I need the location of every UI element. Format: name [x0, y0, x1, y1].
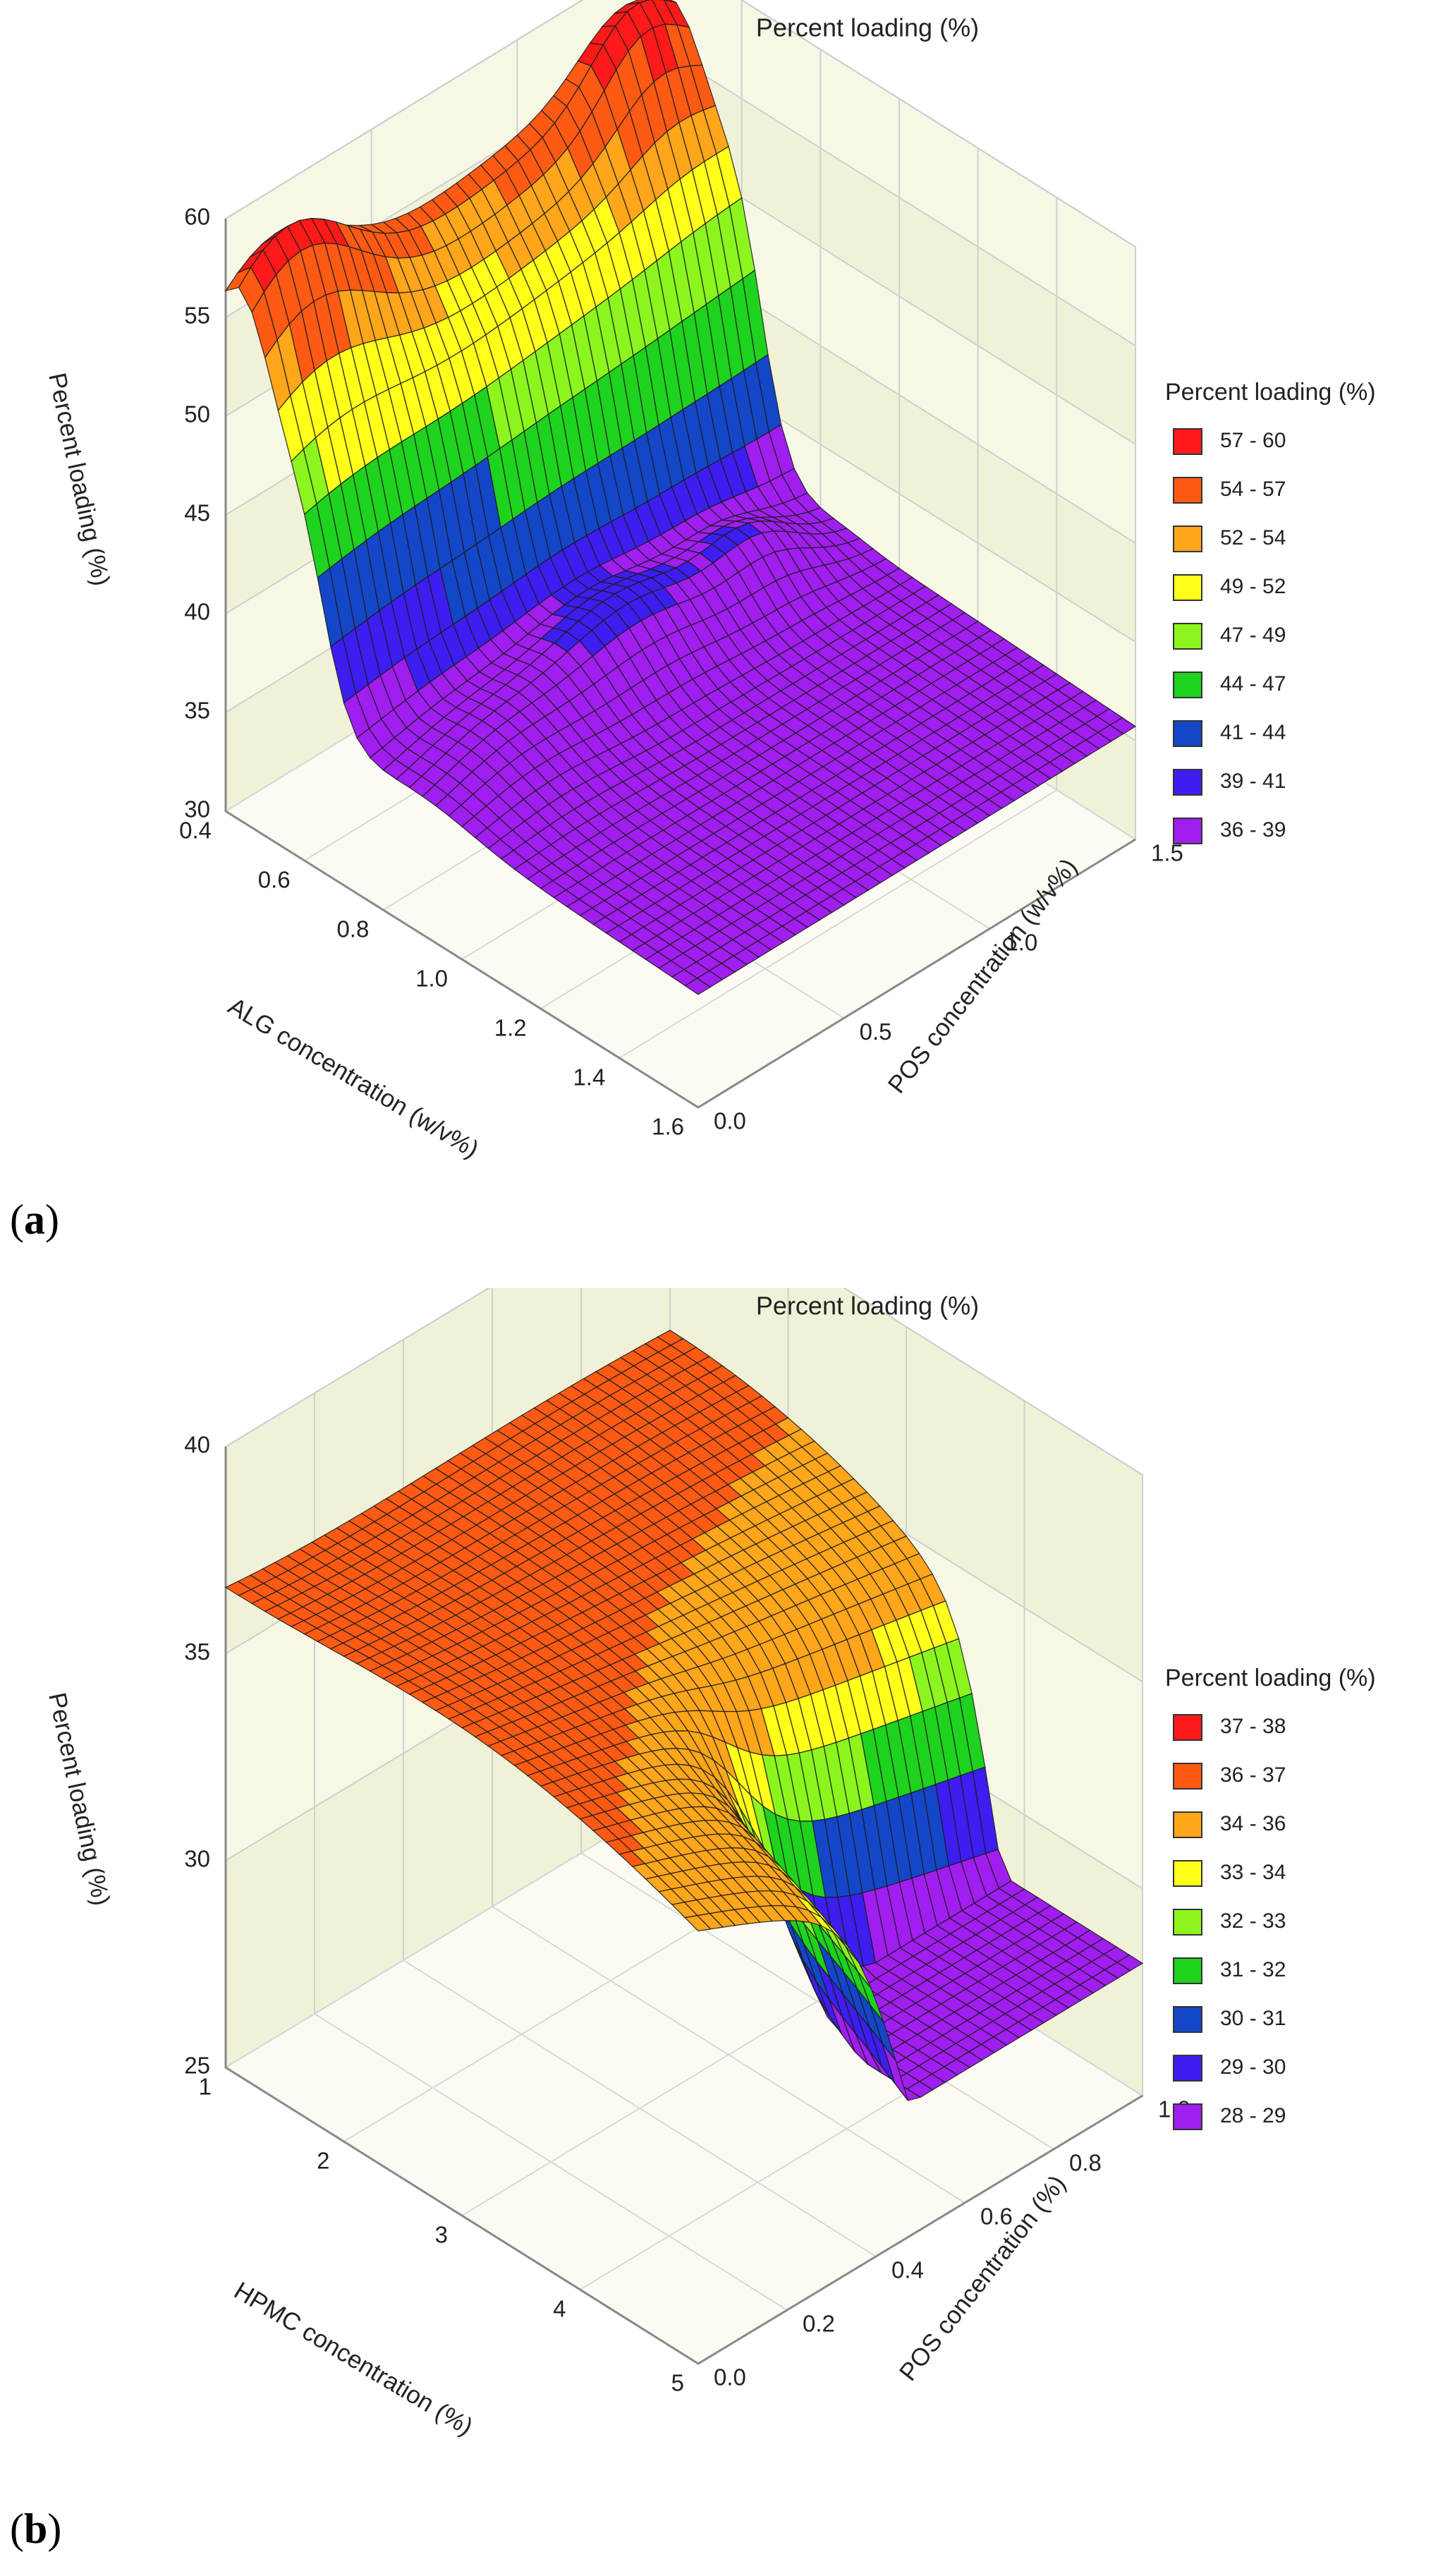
surface-patch: [684, 978, 712, 995]
legend-label: 32 - 33: [1220, 1909, 1286, 1933]
legend-label: 54 - 57: [1220, 478, 1286, 501]
z-gridline: [225, 1288, 1143, 1476]
y-tick-label: 1.0: [1005, 929, 1037, 955]
z-axis-title: Percent loading (%): [43, 1690, 115, 1908]
legend-label: 36 - 37: [1220, 1763, 1286, 1787]
z-tick-label: 35: [184, 1639, 210, 1665]
legend-title: Percent loading (%): [1165, 379, 1376, 406]
z-tick-label: 55: [184, 303, 210, 329]
legend-label: 28 - 29: [1220, 2104, 1286, 2127]
x-tick-label: 2: [317, 2148, 329, 2174]
legend-swatch: [1173, 818, 1202, 844]
y-tick-label: 0.0: [714, 2364, 746, 2390]
legend-swatch: [1173, 769, 1202, 796]
y-tick-label: 0.0: [714, 1108, 746, 1134]
x-axis-title: ALG concentration (w/v%): [224, 992, 484, 1164]
legend-swatch: [1173, 1909, 1202, 1936]
panel-caption-b: (b): [10, 2505, 62, 2552]
x-tick-label: 1.0: [415, 966, 448, 992]
legend-label: 31 - 32: [1220, 1958, 1286, 1981]
x-tick-label: 3: [435, 2222, 448, 2248]
y-floor-gridline: [403, 1960, 877, 2257]
axis-frame: [224, 1447, 1143, 2365]
y-floor-gridline: [492, 1906, 965, 2204]
legend-label: 49 - 52: [1220, 575, 1286, 598]
x-tick-label: 1.6: [652, 1114, 684, 1140]
legend-label: 47 - 49: [1220, 624, 1286, 647]
legend-swatch: [1173, 428, 1202, 455]
x-tick-label: 1.4: [573, 1064, 605, 1090]
legend-swatch: [1173, 1811, 1202, 1838]
legend: Percent loading (%) 37 - 38 36 - 37 34 - 36…: [1165, 1665, 1376, 2130]
panel-caption-a: (a): [10, 1196, 59, 1243]
legend-swatch: [1173, 672, 1202, 698]
legend-label: 30 - 31: [1220, 2007, 1286, 2030]
legend-swatch: [1173, 574, 1202, 601]
x-floor-gridline: [619, 789, 1057, 1059]
legend-swatch: [1173, 1957, 1202, 1984]
legend-swatch: [1173, 2055, 1202, 2082]
legend-swatch: [1173, 477, 1202, 504]
z-tick-label: 45: [184, 500, 210, 526]
x-tick-label: 0.6: [258, 867, 291, 893]
x-floor-gridline: [225, 1799, 671, 2068]
legend-swatch: [1173, 2103, 1202, 2130]
surface-mesh: [224, 0, 1137, 995]
chart-title: Percent loading (%): [756, 1292, 979, 1320]
axis-frame: [224, 219, 1136, 1109]
y-tick-label: 0.8: [1069, 2150, 1102, 2176]
y-tick-label: 0.5: [860, 1019, 892, 1045]
x-tick-label: 1: [199, 2074, 212, 2100]
z-tick-label: 50: [184, 401, 210, 427]
x-tick-label: 0.8: [336, 916, 369, 942]
x-axis-title: HPMC concentration (%): [229, 2277, 477, 2441]
z-tick-label: 25: [184, 2053, 210, 2079]
legend-label: 39 - 41: [1220, 770, 1286, 793]
y-floor-gridline: [580, 1852, 1054, 2150]
legend-label: 37 - 38: [1220, 1715, 1286, 1738]
z-axis-title: Percent loading (%): [43, 370, 115, 588]
z-tick-label: 30: [184, 796, 210, 822]
surface-patch: [684, 1915, 712, 1932]
legend-label: 36 - 39: [1220, 818, 1286, 842]
x-tick-label: 1.2: [494, 1015, 527, 1041]
z-tick-label: 35: [184, 698, 210, 724]
legend: Percent loading (%) 57 - 60 54 - 57 52 - 54…: [1165, 379, 1376, 844]
y-floor-gridline: [314, 2013, 788, 2311]
chart-panel-a: 30 35 40 45 50 55 60 0.4 0.6 0.8 1.0 1.2 1.4 1.6 0.0 0.…: [10, 0, 1376, 1243]
z-tick-label: 40: [184, 599, 210, 625]
surface-chart-a: 30 35 40 45 50 55 60 0.4 0.6 0.8 1.0 1.2 1.4 1.6 0.0 0.…: [43, 0, 1376, 1164]
legend-label: 29 - 30: [1220, 2055, 1286, 2079]
z-tick-label: 40: [184, 1432, 210, 1458]
x-tick-label: 0.4: [179, 818, 212, 844]
surface-mesh: [224, 1330, 1144, 2101]
legend-label: 34 - 36: [1220, 1812, 1286, 1835]
z-tick-label: 30: [184, 1845, 210, 1871]
legend-label: 44 - 47: [1220, 672, 1286, 695]
legend-swatch: [1173, 720, 1202, 747]
x-tick-label: 4: [553, 2296, 566, 2322]
legend-label: 57 - 60: [1220, 429, 1286, 452]
legend-swatch: [1173, 1860, 1202, 1887]
legend-label: 52 - 54: [1220, 526, 1286, 549]
legend-swatch: [1173, 2006, 1202, 2033]
legend-label: 41 - 44: [1220, 721, 1286, 744]
legend-title: Percent loading (%): [1165, 1665, 1376, 1691]
legend-swatch: [1173, 1763, 1202, 1790]
chart-title: Percent loading (%): [756, 13, 979, 42]
x-tick-label: 5: [671, 2370, 684, 2396]
legend-swatch: [1173, 525, 1202, 552]
y-tick-label: 0.2: [803, 2311, 835, 2337]
z-tick-label: 60: [184, 204, 210, 230]
y-tick-label: 0.6: [980, 2204, 1013, 2230]
legend-swatch: [1173, 1714, 1202, 1741]
y-tick-label: 0.4: [891, 2257, 924, 2283]
legend-label: 33 - 34: [1220, 1861, 1286, 1884]
legend-swatch: [1173, 623, 1202, 650]
